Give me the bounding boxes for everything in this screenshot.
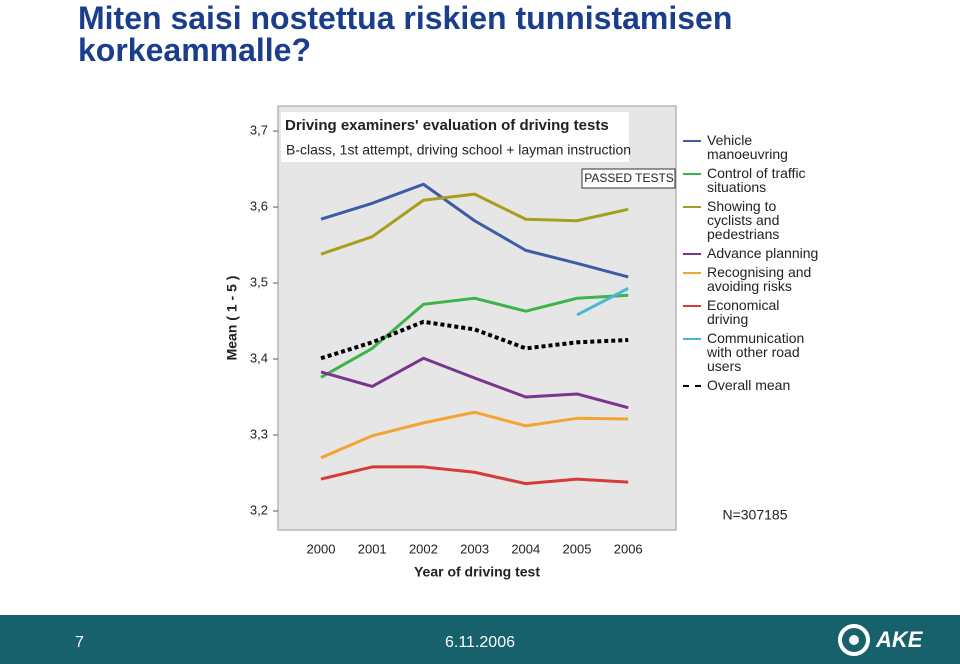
legend-label: Advance planning bbox=[707, 245, 819, 261]
legend-label: Economical driving bbox=[707, 297, 780, 327]
legend-label: Communication with other road users bbox=[707, 330, 805, 374]
series-line bbox=[320, 319, 629, 361]
legend-label: Showing to cyclists and pedestrians bbox=[707, 198, 780, 242]
legend-swatch bbox=[683, 140, 701, 142]
x-axis-label: Year of driving test bbox=[414, 564, 540, 580]
title-box bbox=[281, 112, 629, 162]
x-tick-label: 2004 bbox=[511, 541, 540, 556]
x-tick-label: 2000 bbox=[307, 541, 336, 556]
legend-swatch bbox=[683, 253, 701, 255]
legend-swatch bbox=[683, 206, 701, 208]
legend-entry: Vehicle manoeuvring bbox=[683, 133, 823, 161]
legend-entry: Advance planning bbox=[683, 246, 823, 260]
x-tick-label: 2002 bbox=[409, 541, 438, 556]
series-line bbox=[320, 293, 629, 379]
footer: 7 6.11.2006 AKE bbox=[0, 615, 960, 664]
x-tick-label: 2005 bbox=[563, 541, 592, 556]
legend-entry: Showing to cyclists and pedestrians bbox=[683, 199, 823, 241]
y-tick-label: 3,6 bbox=[250, 198, 268, 213]
legend-label: Recognising and avoiding risks bbox=[707, 264, 812, 294]
series-line bbox=[320, 465, 629, 486]
annotation-box bbox=[581, 168, 676, 189]
series-line bbox=[320, 356, 629, 410]
series-line bbox=[320, 410, 629, 460]
y-tick-label: 3,7 bbox=[250, 123, 268, 138]
annotation: N=307185 bbox=[722, 507, 787, 523]
legend-swatch bbox=[683, 385, 701, 387]
y-axis-label: Mean ( 1 - 5 ) bbox=[224, 276, 240, 361]
chart: Driving examiners' evaluation of driving… bbox=[224, 105, 788, 580]
series-line bbox=[320, 182, 629, 279]
slide-title: Miten saisi nostettua riskien tunnistami… bbox=[78, 0, 733, 68]
legend: Vehicle manoeuvring Control of traffic si… bbox=[683, 133, 823, 397]
legend-entry: Economical driving bbox=[683, 298, 823, 326]
legend-swatch bbox=[683, 272, 701, 274]
legend-swatch bbox=[683, 173, 701, 175]
chart-subtitle: B-class, 1st attempt, driving school + l… bbox=[286, 142, 631, 158]
x-tick-label: 2003 bbox=[460, 541, 489, 556]
logo-icon bbox=[838, 624, 870, 656]
series-line bbox=[320, 192, 629, 256]
legend-entry: Communication with other road users bbox=[683, 331, 823, 373]
legend-label: Overall mean bbox=[707, 377, 791, 393]
legend-entry: Overall mean bbox=[683, 378, 823, 392]
logo: AKE bbox=[876, 627, 923, 652]
annotation: PASSED TESTS bbox=[584, 171, 674, 185]
legend-entry: Control of traffic situations bbox=[683, 166, 823, 194]
legend-label: Vehicle manoeuvring bbox=[707, 132, 788, 162]
legend-entry: Recognising and avoiding risks bbox=[683, 265, 823, 293]
series-line bbox=[576, 287, 629, 317]
x-tick-label: 2001 bbox=[358, 541, 387, 556]
y-tick-label: 3,3 bbox=[250, 426, 268, 441]
page-number: 7 bbox=[75, 634, 84, 651]
date: 6.11.2006 bbox=[445, 634, 515, 651]
y-tick-label: 3,4 bbox=[250, 350, 268, 365]
legend-swatch bbox=[683, 305, 701, 307]
x-tick-label: 2006 bbox=[614, 541, 643, 556]
legend-swatch bbox=[683, 338, 701, 340]
y-tick-label: 3,2 bbox=[250, 502, 268, 517]
legend-label: Control of traffic situations bbox=[707, 165, 806, 195]
chart-title: Driving examiners' evaluation of driving… bbox=[285, 117, 609, 134]
y-tick-label: 3,5 bbox=[250, 274, 268, 289]
